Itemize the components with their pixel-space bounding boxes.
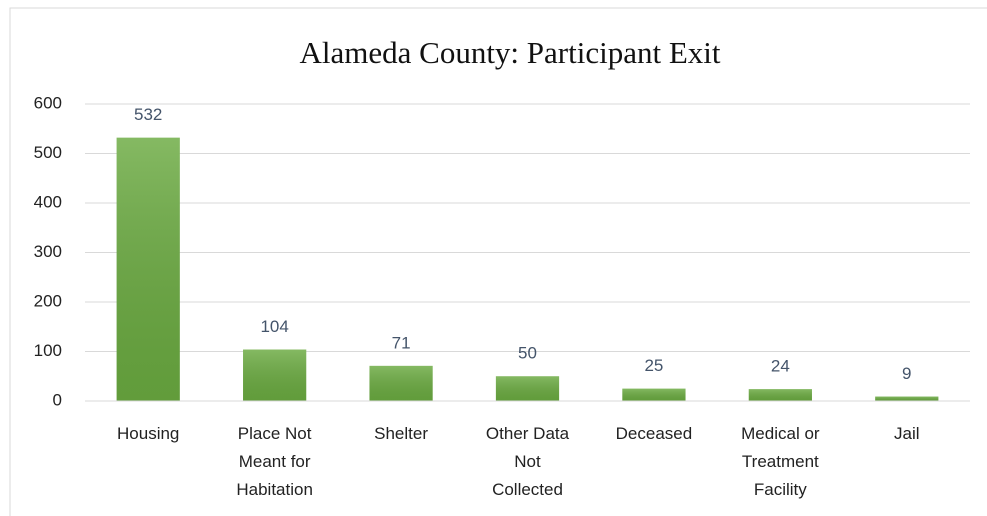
x-tick-label: Deceased: [616, 424, 693, 443]
x-tick-label: Medical or Treatment Facility: [741, 424, 820, 499]
value-label: 104: [260, 317, 288, 336]
chart-title: Alameda County: Participant Exit: [300, 35, 721, 70]
value-label: 71: [392, 333, 411, 352]
bar: [875, 396, 939, 401]
x-tick-label: Other Data Not Collected: [486, 424, 570, 499]
bar: [369, 365, 433, 401]
x-tick-label: Shelter: [374, 424, 428, 443]
value-label: 9: [902, 364, 911, 383]
x-tick-label: Jail: [894, 424, 920, 443]
value-label: 50: [518, 344, 537, 363]
y-tick-label: 500: [34, 143, 62, 162]
bar: [116, 137, 180, 401]
y-tick-label: 200: [34, 291, 62, 310]
bar: [243, 349, 307, 401]
bar: [748, 389, 812, 401]
y-tick-label: 600: [34, 93, 62, 112]
x-tick-label: Housing: [117, 424, 179, 443]
y-tick-label: 300: [34, 242, 62, 261]
chart-border: [9, 7, 987, 516]
bar: [622, 388, 686, 401]
value-label: 532: [134, 105, 162, 124]
value-label: 24: [771, 357, 790, 376]
y-tick-label: 0: [53, 390, 62, 409]
x-tick-label: Place Not Meant for Habitation: [236, 424, 313, 499]
y-tick-label: 100: [34, 341, 62, 360]
bar: [495, 376, 560, 401]
value-label: 25: [644, 356, 663, 375]
y-tick-label: 400: [34, 192, 62, 211]
